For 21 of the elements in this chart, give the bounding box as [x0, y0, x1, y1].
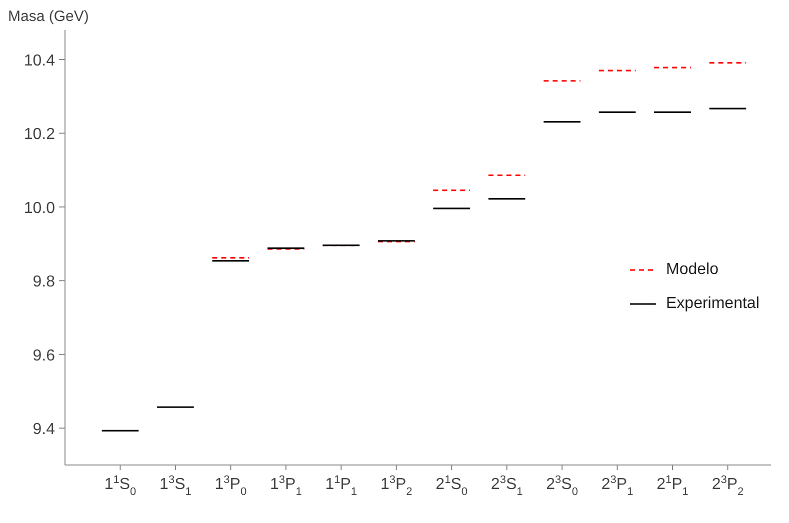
y-tick-label: 10.0: [24, 200, 56, 217]
x-tick-label: 2$^{1}$S$_{0}$: [436, 474, 468, 498]
x-tick-label: 2$^{3}$P$_{2}$: [712, 474, 744, 498]
legend-label: Experimental: [666, 295, 760, 313]
legend-label: Modelo: [666, 261, 718, 279]
y-tick-label: 9.8: [32, 274, 56, 291]
y-tick-label: 9.4: [32, 421, 56, 438]
x-tick-label: 2$^{3}$P$_{1}$: [601, 474, 634, 498]
x-tick-label: 1$^{1}$P$_{1}$: [325, 474, 358, 498]
y-tick-label: 10.2: [24, 126, 56, 144]
x-tick-label: 2$^{3}$S$_{1}$: [490, 474, 523, 498]
y-axis-title: Masa (GeV): [8, 8, 89, 25]
x-tick-label: 2$^{3}$S$_{0}$: [546, 474, 578, 498]
x-tick-label: 2$^{1}$P$_{1}$: [656, 474, 688, 498]
x-tick-label: 1$^{3}$P$_{2}$: [380, 474, 412, 498]
x-tick-label: 1$^{3}$P$_{0}$: [214, 474, 247, 498]
x-tick-label: 1$^{3}$P$_{1}$: [270, 474, 302, 498]
x-tick-label: 1$^{3}$S$_{1}$: [160, 474, 192, 498]
y-tick-label: 10.4: [24, 52, 56, 70]
y-tick-label: 9.6: [32, 347, 56, 364]
x-tick-label: 1$^{1}$S$_{0}$: [104, 474, 136, 498]
